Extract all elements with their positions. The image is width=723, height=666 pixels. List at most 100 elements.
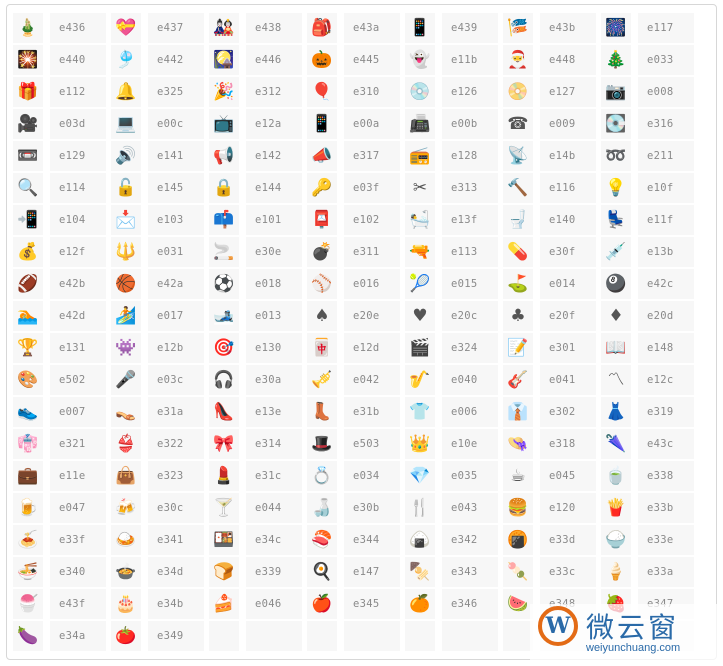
emoji-entry: 🚬 e30e <box>209 237 307 269</box>
emoji-glyph-icon: 📠 <box>405 109 435 139</box>
emoji-glyph-icon: 🍲 <box>111 557 141 587</box>
emoji-code-label: e20e <box>344 301 400 331</box>
emoji-entry: 👔 e302 <box>503 397 601 429</box>
emoji-glyph-icon: 🔑 <box>307 173 337 203</box>
emoji-code-label: e34b <box>148 589 204 619</box>
emoji-code-label: e31b <box>344 397 400 427</box>
emoji-glyph-icon: ♠ <box>307 301 337 331</box>
emoji-glyph-icon: 🎍 <box>13 13 43 43</box>
emoji-entry: 💎 e035 <box>405 461 503 493</box>
emoji-code-label: e33e <box>638 525 694 555</box>
emoji-entry: 👘 e321 <box>13 429 111 461</box>
emoji-glyph-icon: 💡 <box>601 173 631 203</box>
emoji-entry: 💊 e30f <box>503 237 601 269</box>
emoji-code-label: e148 <box>638 333 694 363</box>
emoji-entry: 🎩 e503 <box>307 429 405 461</box>
emoji-glyph-icon: 📖 <box>601 333 631 363</box>
emoji-entry: ♥ e20c <box>405 301 503 333</box>
emoji-code-label: e322 <box>148 429 204 459</box>
emoji-glyph-icon: 🍉 <box>503 589 533 619</box>
emoji-entry: 🍎 e345 <box>307 589 405 621</box>
emoji-glyph-icon: 🎈 <box>307 77 337 107</box>
emoji-entry: 🎤 e03c <box>111 365 209 397</box>
emoji-code-label <box>344 621 400 651</box>
emoji-code-label: e313 <box>442 173 498 203</box>
emoji-glyph-icon: 🎥 <box>13 109 43 139</box>
emoji-entry: 🔍 e114 <box>13 173 111 205</box>
emoji-glyph-icon: 🚬 <box>209 237 239 267</box>
emoji-code-label: e33b <box>638 493 694 523</box>
emoji-code-label: e120 <box>540 493 596 523</box>
emoji-entry: 💼 e11e <box>13 461 111 493</box>
emoji-entry: 💝 e437 <box>111 13 209 45</box>
emoji-glyph-icon: ♥ <box>405 301 435 331</box>
emoji-code-label: e034 <box>344 461 400 491</box>
emoji-code-label: e127 <box>540 77 596 107</box>
emoji-code-label: e00c <box>148 109 204 139</box>
emoji-glyph-icon: 💎 <box>405 461 435 491</box>
emoji-code-label <box>442 621 498 651</box>
emoji-entry: 💄 e31c <box>209 461 307 493</box>
emoji-code-label: e339 <box>246 557 302 587</box>
emoji-glyph-icon: 🎇 <box>13 45 43 75</box>
emoji-entry <box>209 621 307 653</box>
emoji-code-label: e145 <box>148 173 204 203</box>
emoji-code-label: e301 <box>540 333 596 363</box>
emoji-code-label: e047 <box>50 493 106 523</box>
emoji-glyph-icon: 🎑 <box>209 45 239 75</box>
emoji-entry: 〽 e12c <box>601 365 699 397</box>
emoji-glyph-icon: 🛀 <box>405 205 435 235</box>
emoji-entry: 🎈 e310 <box>307 77 405 109</box>
emoji-code-label: e445 <box>344 45 400 75</box>
emoji-entry: 🎇 e440 <box>13 45 111 77</box>
emoji-code-label: e20f <box>540 301 596 331</box>
emoji-entry: 🍳 e147 <box>307 557 405 589</box>
emoji-glyph-icon: 💿 <box>405 77 435 107</box>
emoji-code-label: e11e <box>50 461 106 491</box>
emoji-entry: 🔫 e113 <box>405 237 503 269</box>
emoji-glyph-icon: 📱 <box>405 13 435 43</box>
emoji-entry: 🍺 e047 <box>13 493 111 525</box>
emoji-entry: 🍆 e34a <box>13 621 111 653</box>
emoji-entry: 🎄 e033 <box>601 45 699 77</box>
emoji-glyph-icon: 📷 <box>601 77 631 107</box>
emoji-entry: ⚽ e018 <box>209 269 307 301</box>
emoji-entry: 🎾 e015 <box>405 269 503 301</box>
emoji-glyph-icon: 📩 <box>111 205 141 235</box>
emoji-glyph-icon: 🎆 <box>601 13 631 43</box>
emoji-glyph-icon: 💝 <box>111 13 141 43</box>
emoji-code-label: e112 <box>50 77 106 107</box>
emoji-code-label: e103 <box>148 205 204 235</box>
emoji-code-label: e341 <box>148 525 204 555</box>
emoji-code-label: e43c <box>638 429 694 459</box>
emoji-entry: 🎺 e042 <box>307 365 405 397</box>
emoji-code-label: e314 <box>246 429 302 459</box>
emoji-entry: 📀 e127 <box>503 77 601 109</box>
emoji-glyph-icon: 🍧 <box>13 589 43 619</box>
emoji-entry: 👙 e322 <box>111 429 209 461</box>
emoji-entry: 🍻 e30c <box>111 493 209 525</box>
emoji-entry: 👑 e10e <box>405 429 503 461</box>
emoji-glyph-icon: 💽 <box>601 109 631 139</box>
emoji-glyph-icon: 🔍 <box>13 173 43 203</box>
emoji-code-label: e13e <box>246 397 302 427</box>
emoji-code-label: e045 <box>540 461 596 491</box>
emoji-code-label: e03c <box>148 365 204 395</box>
emoji-code-label: e046 <box>246 589 302 619</box>
emoji-glyph-icon: 🍳 <box>307 557 337 587</box>
emoji-glyph-icon: 🎁 <box>13 77 43 107</box>
emoji-code-label: e316 <box>638 109 694 139</box>
emoji-glyph-icon: 📲 <box>13 205 43 235</box>
emoji-code-label: e324 <box>442 333 498 363</box>
watermark-logo: W 微云窗 weiyunchuang.com <box>530 604 720 662</box>
emoji-entry: 💿 e126 <box>405 77 503 109</box>
emoji-glyph-icon: 🚽 <box>503 205 533 235</box>
emoji-entry: ⚾ e016 <box>307 269 405 301</box>
emoji-entry: 🔊 e141 <box>111 141 209 173</box>
emoji-code-label: e343 <box>442 557 498 587</box>
emoji-entry: 💡 e10f <box>601 173 699 205</box>
emoji-glyph-icon: 🍅 <box>111 621 141 651</box>
emoji-glyph-icon: ♦ <box>601 301 631 331</box>
emoji-entry: 📱 e00a <box>307 109 405 141</box>
emoji-entry: 👢 e31b <box>307 397 405 429</box>
